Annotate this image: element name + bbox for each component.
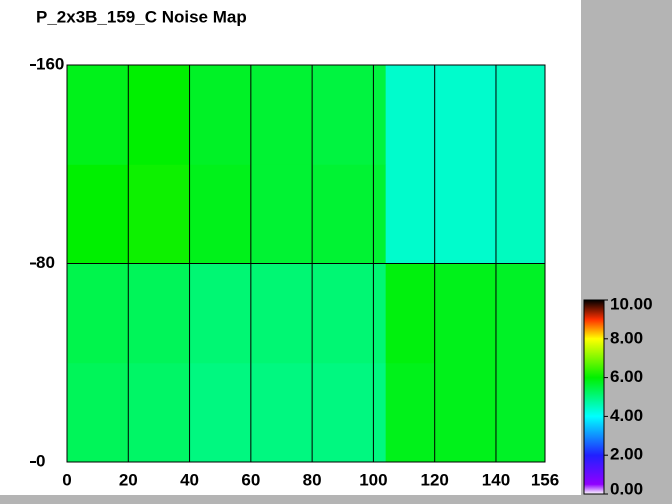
heatmap-cell bbox=[385, 362, 436, 463]
colorbar-tick-label: 8.00 bbox=[610, 328, 643, 347]
heatmap-cell bbox=[434, 263, 497, 364]
colorbar-tick-label: 4.00 bbox=[610, 406, 643, 425]
heatmap-cell bbox=[128, 65, 191, 165]
heatmap-cell bbox=[128, 164, 191, 264]
x-tick-label: 60 bbox=[241, 470, 260, 489]
heatmap-cell bbox=[67, 362, 129, 463]
x-tick-label: 140 bbox=[482, 470, 510, 489]
heatmap-cell bbox=[189, 362, 252, 463]
heatmap-cell bbox=[189, 263, 252, 364]
heatmap-cell bbox=[495, 263, 546, 364]
colorbar-tick-label: 0.00 bbox=[610, 479, 643, 498]
heatmap-cell bbox=[434, 164, 497, 264]
heatmap-cell bbox=[67, 263, 129, 364]
x-tick-label: 120 bbox=[421, 470, 449, 489]
y-tick-label: 0 bbox=[36, 451, 45, 470]
heatmap-cell bbox=[312, 263, 387, 364]
x-tick-label: 40 bbox=[180, 470, 199, 489]
heatmap-cell bbox=[250, 164, 313, 264]
heatmap-cell bbox=[385, 65, 436, 165]
heatmap-cell bbox=[250, 65, 313, 165]
heatmap-cell bbox=[312, 65, 387, 165]
heatmap-cell bbox=[385, 164, 436, 264]
heatmap-cell bbox=[189, 65, 252, 165]
heatmap-cell bbox=[250, 362, 313, 463]
heatmap-cell bbox=[67, 65, 129, 165]
x-tick-label: 100 bbox=[359, 470, 387, 489]
heatmap-cell bbox=[495, 65, 546, 165]
plot-frame bbox=[66, 64, 546, 463]
y-tick-label: 80 bbox=[36, 253, 55, 272]
heatmap-cell bbox=[434, 362, 497, 463]
heatmap-cell bbox=[495, 164, 546, 264]
heatmap-cell bbox=[434, 65, 497, 165]
heatmap-cell bbox=[67, 164, 129, 264]
heatmap-cell bbox=[250, 263, 313, 364]
heatmap-cell bbox=[128, 362, 191, 463]
heatmap-cell bbox=[312, 362, 387, 463]
heatmap-cell bbox=[385, 263, 436, 364]
y-tick-label: 160 bbox=[36, 54, 64, 73]
colorbar bbox=[583, 299, 605, 495]
colorbar-tick-label: 10.00 bbox=[610, 294, 653, 313]
x-tick-label: 20 bbox=[119, 470, 138, 489]
heatmap-cell bbox=[312, 164, 387, 264]
x-tick-label: 156 bbox=[531, 470, 559, 489]
heatmap-cell bbox=[495, 362, 546, 463]
chart-title: P_2x3B_159_C Noise Map bbox=[36, 7, 247, 26]
bottom-panel bbox=[0, 495, 581, 504]
x-tick-label: 80 bbox=[303, 470, 322, 489]
colorbar-tick-label: 2.00 bbox=[610, 445, 643, 464]
heatmap-cell bbox=[189, 164, 252, 264]
heatmap-cell bbox=[128, 263, 191, 364]
x-tick-label: 0 bbox=[62, 470, 71, 489]
colorbar-tick-label: 6.00 bbox=[610, 367, 643, 386]
